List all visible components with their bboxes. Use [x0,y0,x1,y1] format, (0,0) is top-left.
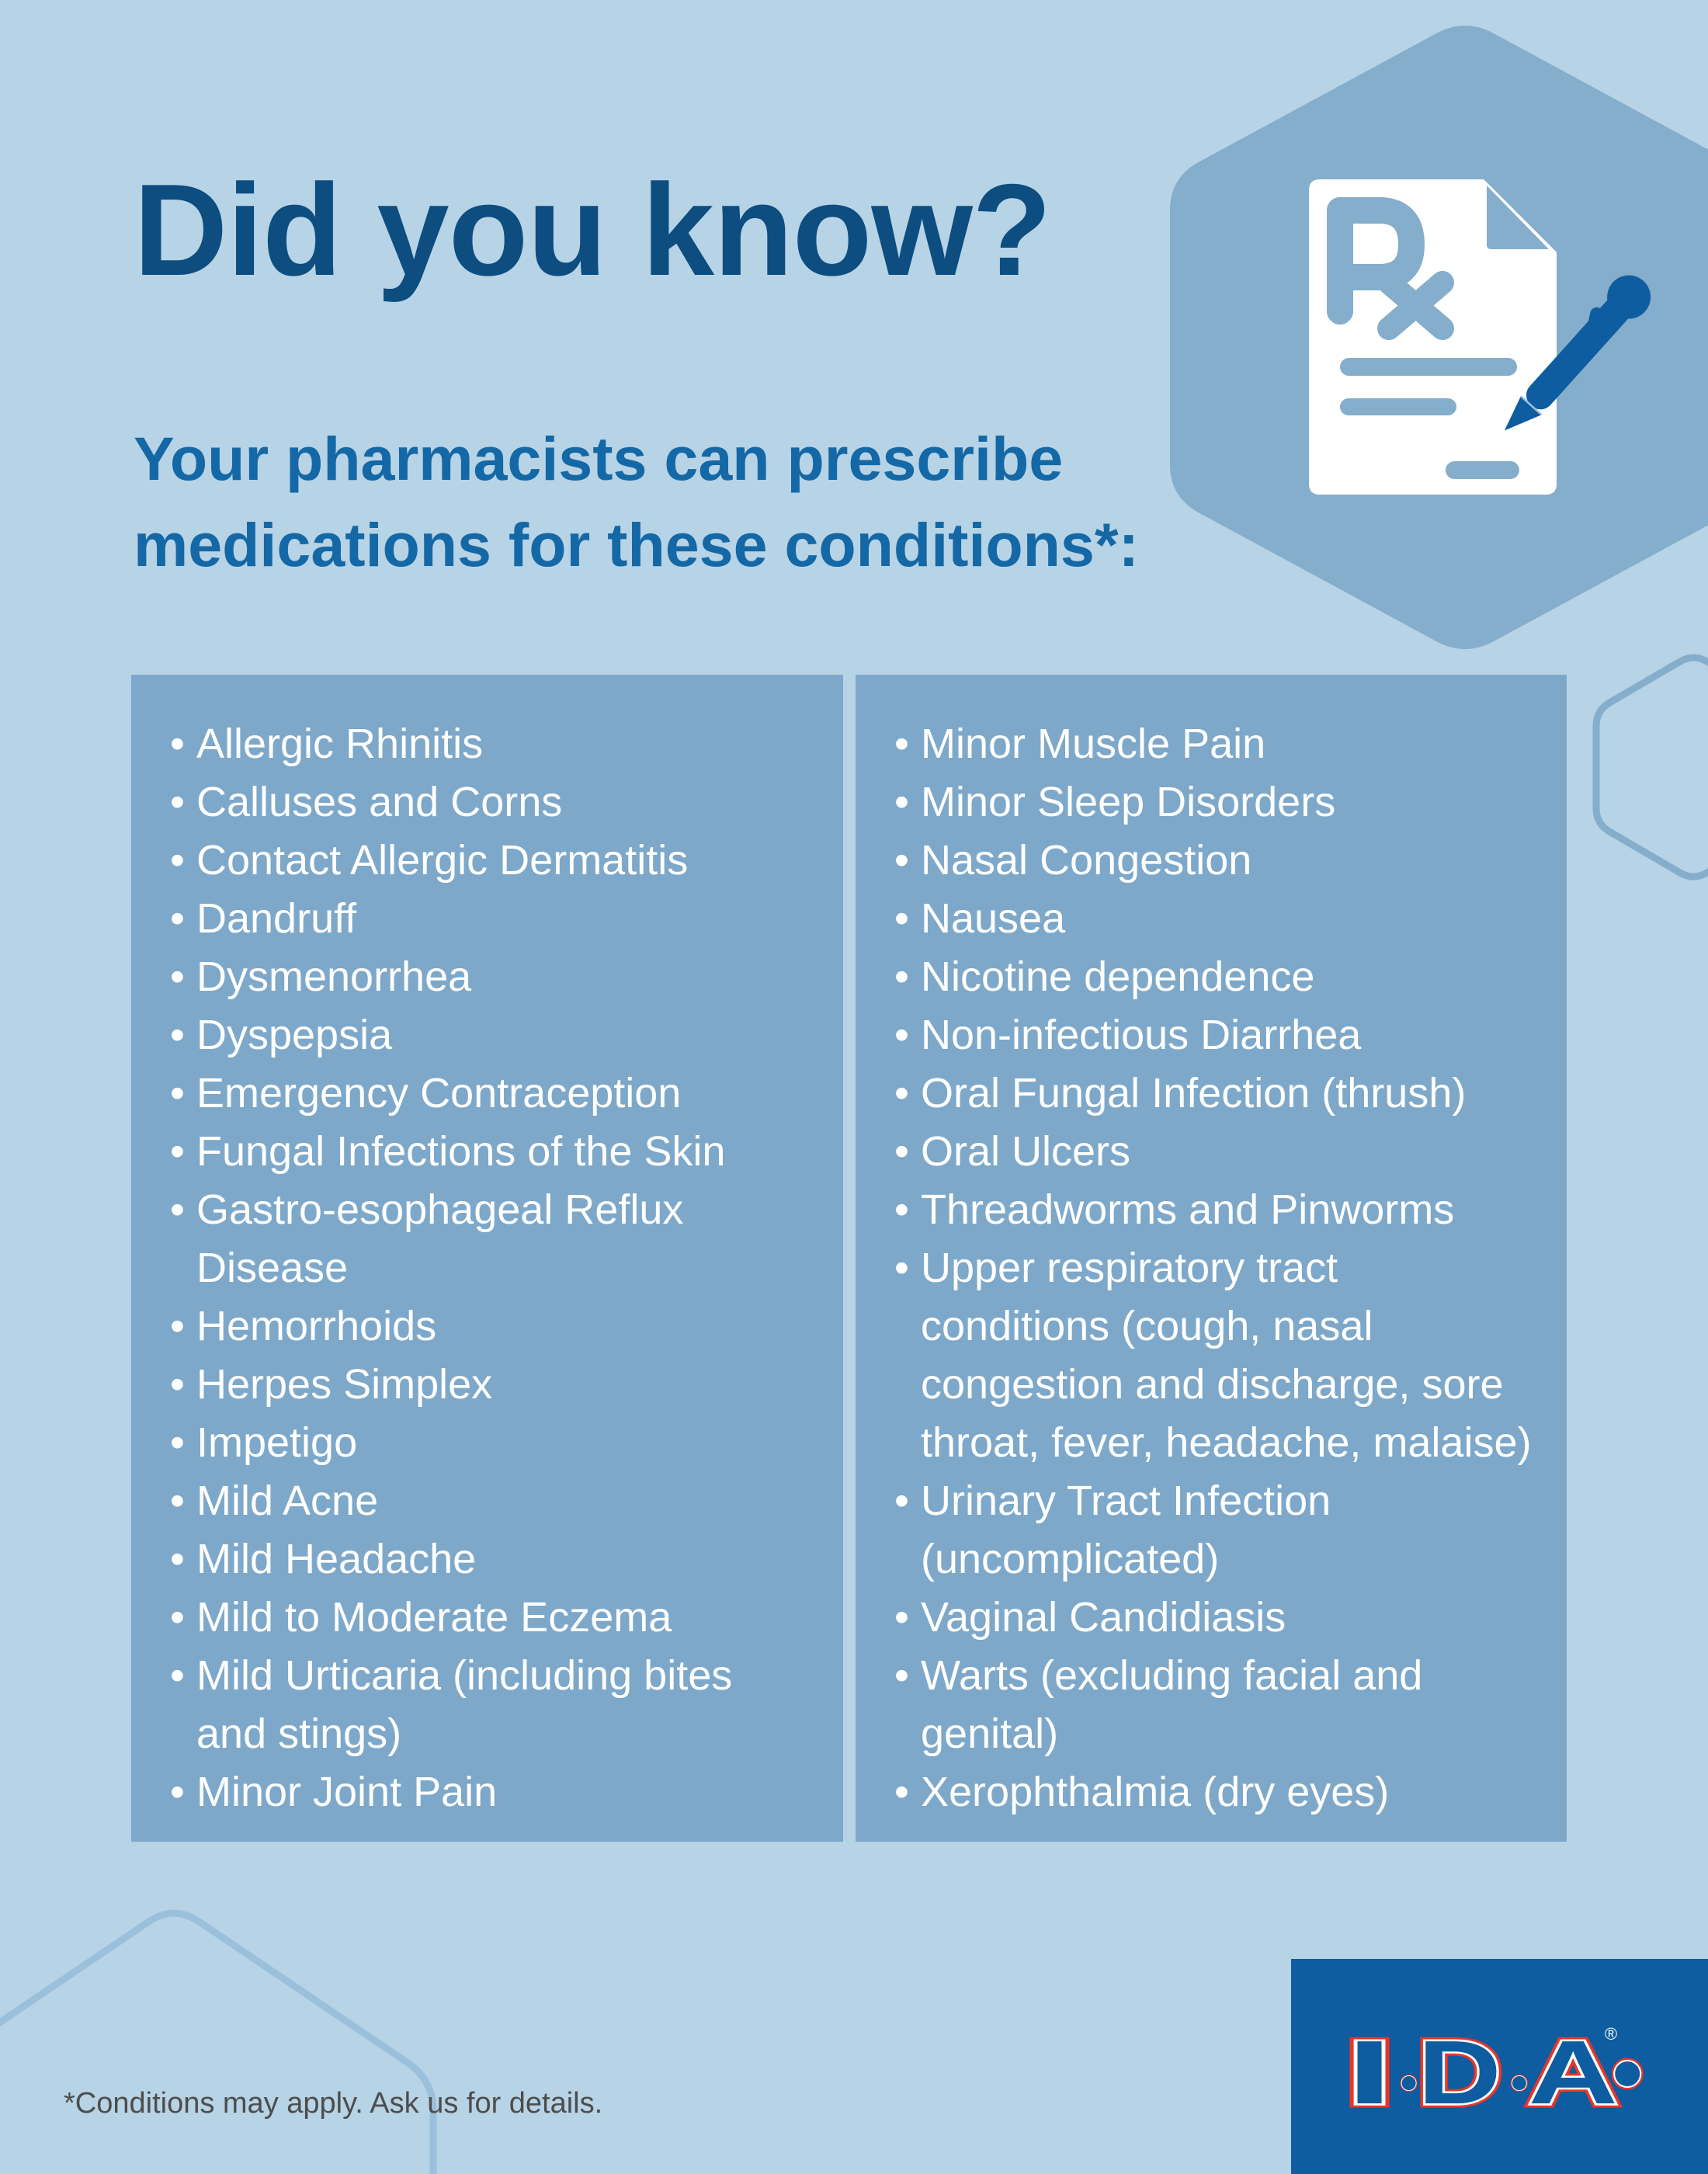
svg-text:I: I [1346,2022,1393,2123]
svg-text:D: D [1418,2022,1501,2123]
svg-text:®: ® [1605,2024,1617,2044]
